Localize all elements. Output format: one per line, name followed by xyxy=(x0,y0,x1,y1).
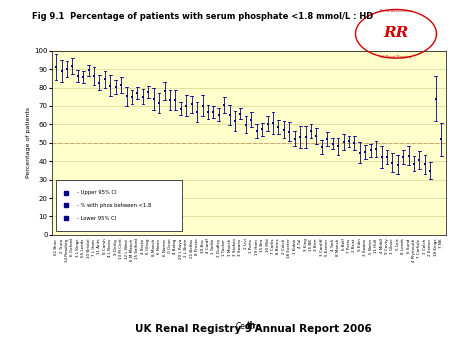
Text: 13 M Cent: 13 M Cent xyxy=(119,239,123,259)
Text: 18 Exeter: 18 Exeter xyxy=(287,239,291,258)
Text: 7 L Ham: 7 L Ham xyxy=(92,239,96,256)
Text: 15 Bra: 15 Bra xyxy=(260,239,264,252)
Text: 4 Cardf: 4 Cardf xyxy=(206,239,210,254)
Text: UK Renal Registry: UK Renal Registry xyxy=(380,55,412,59)
Text: 6 Oxford: 6 Oxford xyxy=(70,239,74,257)
Text: 1 Tucker: 1 Tucker xyxy=(222,239,226,256)
Text: 5 Notm: 5 Notm xyxy=(369,239,373,254)
Text: 4 L Barts: 4 L Barts xyxy=(108,239,112,257)
Text: 4 Bolog: 4 Bolog xyxy=(173,239,177,254)
Text: 3 Brm: 3 Brm xyxy=(315,239,319,251)
Text: 6 Sund: 6 Sund xyxy=(407,239,410,253)
Text: 3 Dudley: 3 Dudley xyxy=(217,239,221,257)
Text: 1 Yorkb: 1 Yorkb xyxy=(212,239,216,254)
Text: Centre: Centre xyxy=(236,322,261,331)
Text: 3 Swans: 3 Swans xyxy=(363,239,367,256)
Text: 3 Colch: 3 Colch xyxy=(423,239,427,254)
Text: th: th xyxy=(247,321,256,330)
Text: 2 Exeter: 2 Exeter xyxy=(428,239,432,256)
Text: Renal Association: Renal Association xyxy=(380,9,412,13)
Text: UK Renal Registry 9: UK Renal Registry 9 xyxy=(135,324,252,334)
Text: 3 Manch: 3 Manch xyxy=(228,239,232,256)
Text: Annual Report 2006: Annual Report 2006 xyxy=(251,324,372,334)
Text: 15 Salford: 15 Salford xyxy=(135,239,140,259)
Text: 3 Stokeo: 3 Stokeo xyxy=(233,239,237,257)
Text: 3 L Kings: 3 L Kings xyxy=(76,239,80,257)
Text: 4 Plymouth: 4 Plymouth xyxy=(412,239,416,262)
Text: 8 Leeds: 8 Leeds xyxy=(401,239,405,254)
Text: 1 Ports: 1 Ports xyxy=(249,239,253,252)
Text: 3 Glouc: 3 Glouc xyxy=(390,239,394,254)
Text: 2 Brist: 2 Brist xyxy=(352,239,356,252)
Text: 5 Leic: 5 Leic xyxy=(396,239,400,250)
Text: 10 Bristol: 10 Bristol xyxy=(87,239,90,258)
Text: 6 Glasg: 6 Glasg xyxy=(146,239,150,254)
Text: - % with phos between <1.8: - % with phos between <1.8 xyxy=(77,203,152,208)
Text: 65 Leeds: 65 Leeds xyxy=(81,239,85,257)
Text: 6 Notm: 6 Notm xyxy=(157,239,161,254)
Text: 6 Belf: 6 Belf xyxy=(342,239,346,250)
Text: 14 Reading: 14 Reading xyxy=(65,239,69,262)
Text: 4 Tul: 4 Tul xyxy=(298,239,302,248)
Text: 7 Carlisle: 7 Carlisle xyxy=(418,239,422,258)
Text: 6 M Manch: 6 M Manch xyxy=(130,239,134,261)
Text: 7 Carlis: 7 Carlis xyxy=(271,239,275,254)
Text: 3 Swans: 3 Swans xyxy=(238,239,243,256)
Text: 1 Kidne: 1 Kidne xyxy=(293,239,297,254)
Text: 2 Truro: 2 Truro xyxy=(59,239,63,253)
Text: - Lower 95% CI: - Lower 95% CI xyxy=(77,216,117,221)
Text: 18 Kings: 18 Kings xyxy=(434,239,438,256)
Text: 8 Carsh: 8 Carsh xyxy=(103,239,107,254)
Y-axis label: Percentage of patients: Percentage of patients xyxy=(26,107,32,178)
Text: 2 L Brom: 2 L Brom xyxy=(184,239,188,257)
Text: 12 L West: 12 L West xyxy=(125,239,129,259)
Text: 30 Boc: 30 Boc xyxy=(201,239,204,252)
Text: 11 Hull: 11 Hull xyxy=(374,239,378,252)
Text: 21 Belfas: 21 Belfas xyxy=(190,239,194,258)
Text: 3 Cardiff: 3 Cardiff xyxy=(320,239,324,256)
Text: 8 Manch: 8 Manch xyxy=(152,239,156,256)
Text: RR: RR xyxy=(383,26,409,40)
Text: 8 Manch: 8 Manch xyxy=(336,239,340,256)
Text: 0 Oxon: 0 Oxon xyxy=(168,239,172,253)
Text: 2 Colch: 2 Colch xyxy=(282,239,286,254)
Text: 2 Livi: 2 Livi xyxy=(244,239,248,249)
Text: 7 NK: 7 NK xyxy=(439,239,443,248)
Text: 11 Ants: 11 Ants xyxy=(98,239,102,254)
Text: 9 Covty: 9 Covty xyxy=(385,239,389,255)
Text: 6 Normc: 6 Normc xyxy=(162,239,166,256)
Text: 7 Ports: 7 Ports xyxy=(347,239,351,253)
Text: 61 Bnor: 61 Bnor xyxy=(54,239,58,255)
Text: - Upper 95% CI: - Upper 95% CI xyxy=(77,190,117,195)
Text: Fig 9.1  Percentage of patients with serum phosphate <1.8 mmol/L : HD: Fig 9.1 Percentage of patients with seru… xyxy=(32,12,373,21)
FancyBboxPatch shape xyxy=(56,180,182,231)
Text: 4 Stoke: 4 Stoke xyxy=(141,239,145,254)
Text: 8 Birmc: 8 Birmc xyxy=(276,239,280,255)
Text: 4 Middl: 4 Middl xyxy=(379,239,383,253)
Text: 15 NK: 15 NK xyxy=(309,239,313,250)
Text: 9 Edin: 9 Edin xyxy=(358,239,362,251)
Text: 4 York: 4 York xyxy=(331,239,335,251)
Text: 8 Presto: 8 Presto xyxy=(195,239,199,255)
Text: 9 Derby: 9 Derby xyxy=(114,239,118,255)
Text: 9 King: 9 King xyxy=(304,239,307,251)
Text: 20 L Roya: 20 L Roya xyxy=(179,239,183,259)
Text: 5 Exeter: 5 Exeter xyxy=(325,239,329,256)
Text: 10 Mid: 10 Mid xyxy=(266,239,270,252)
Text: 19 Hom: 19 Hom xyxy=(255,239,259,255)
